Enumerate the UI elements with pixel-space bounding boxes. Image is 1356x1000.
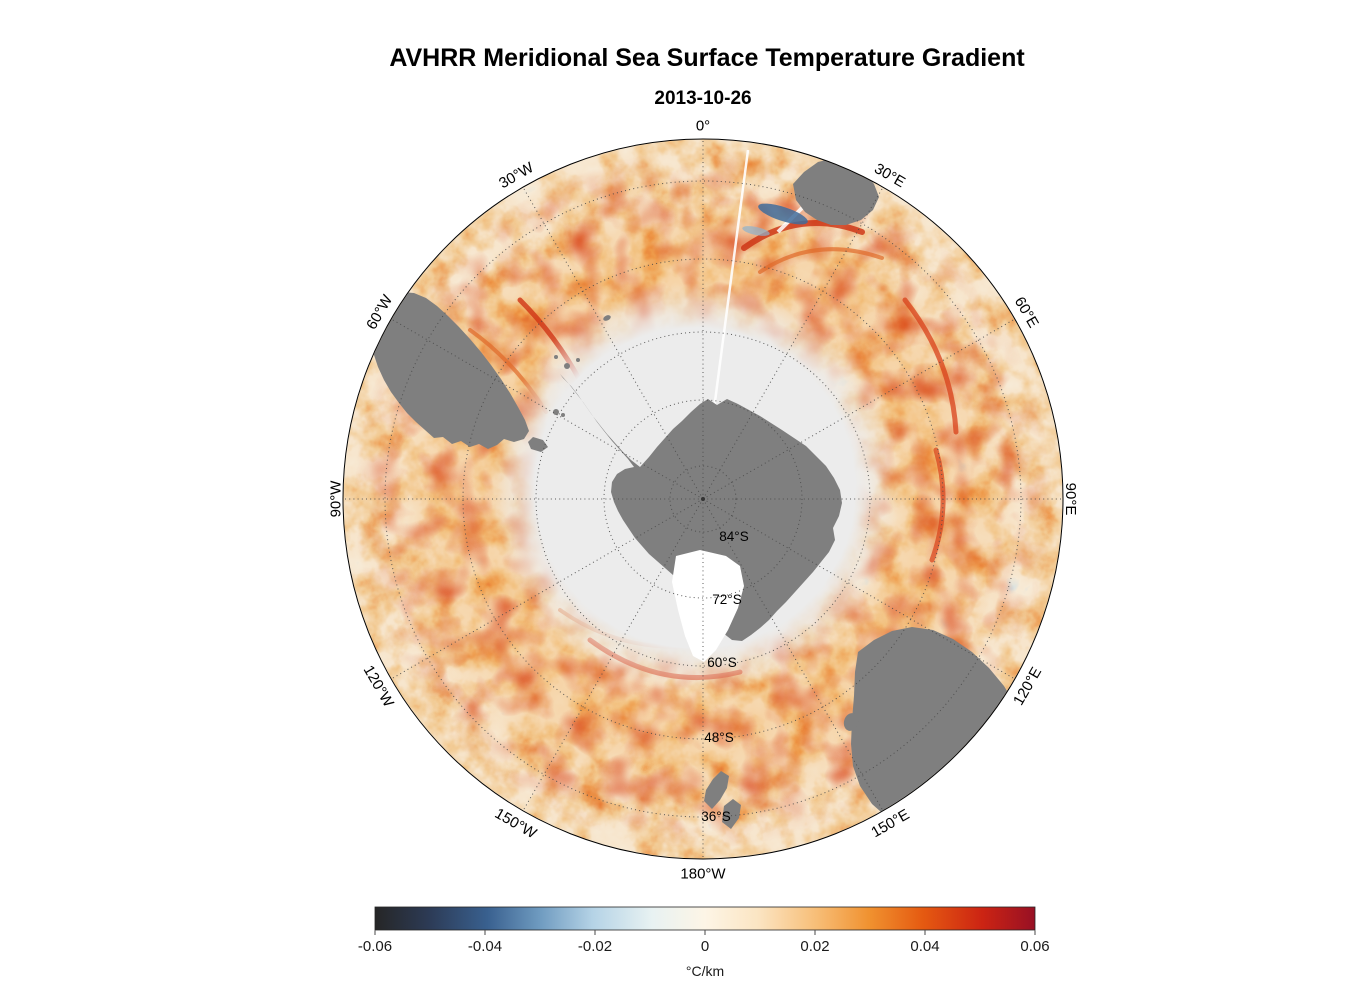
colorbar-unit-label: °C/km — [686, 963, 724, 979]
meridian-label-180w: 180°W — [680, 865, 726, 882]
colorbar-tick-labels: -0.06 -0.04 -0.02 0 0.02 0.04 0.06 — [358, 938, 1050, 955]
falkland-islands — [553, 409, 559, 415]
africa-landmass — [793, 158, 879, 225]
colorbar-tick-2: -0.02 — [578, 938, 612, 955]
ross-ice-shelf-region — [672, 550, 744, 662]
colorbar-tick-0: -0.06 — [358, 938, 392, 955]
figure-date: 2013-10-26 — [654, 88, 751, 109]
figure-title: AVHRR Meridional Sea Surface Temperature… — [389, 44, 1025, 72]
meridian-label-90w: 90°W — [327, 480, 344, 518]
pole-marker — [701, 497, 705, 501]
colorbar: -0.06 -0.04 -0.02 0 0.02 0.04 0.06 °C/km — [358, 906, 1050, 979]
parallel-label-84s: 84°S — [719, 529, 748, 544]
parallel-circle — [669, 465, 737, 533]
parallel-label-36s: 36°S — [701, 809, 730, 824]
parallel-label-72s: 72°S — [712, 592, 741, 607]
meridian-label-90e: 90°E — [1062, 483, 1079, 516]
colorbar-tick-5: 0.04 — [910, 938, 939, 955]
parallel-circle — [603, 399, 803, 599]
tierra-del-fuego-island — [528, 437, 548, 452]
colorbar-gradient — [374, 906, 1036, 931]
map-boundary — [342, 138, 1064, 860]
south-georgia-island — [603, 315, 611, 321]
antarctic-island — [564, 363, 570, 369]
parallel-labels: 84°S 72°S 60°S 48°S 36°S — [701, 529, 748, 824]
graticule — [343, 139, 1063, 859]
new-zealand-south-island — [704, 771, 729, 809]
antarctic-island — [554, 355, 558, 359]
parallel-circle — [535, 331, 871, 667]
tasmania-island — [843, 713, 859, 731]
antarctica-landmass — [560, 374, 842, 641]
colorbar-tick-marks — [374, 930, 1036, 935]
colorbar-tick-4: 0.02 — [800, 938, 829, 955]
parallel-label-48s: 48°S — [704, 730, 733, 745]
falkland-islands — [561, 413, 565, 417]
polar-map: 0° 30°E 60°E 90°E 120°E 150°E 180°W 150°… — [327, 117, 1079, 882]
new-zealand-north-island — [722, 799, 741, 829]
colorbar-tick-6: 0.06 — [1020, 938, 1049, 955]
parallel-label-60s: 60°S — [707, 655, 736, 670]
colorbar-tick-3: 0 — [701, 938, 709, 955]
antarctic-island — [576, 358, 580, 362]
landmasses — [372, 158, 1026, 833]
meridian-label-0: 0° — [696, 117, 710, 134]
south-america-landmass — [372, 292, 529, 449]
colorbar-tick-1: -0.04 — [468, 938, 502, 955]
parallel-circle — [384, 180, 1022, 818]
